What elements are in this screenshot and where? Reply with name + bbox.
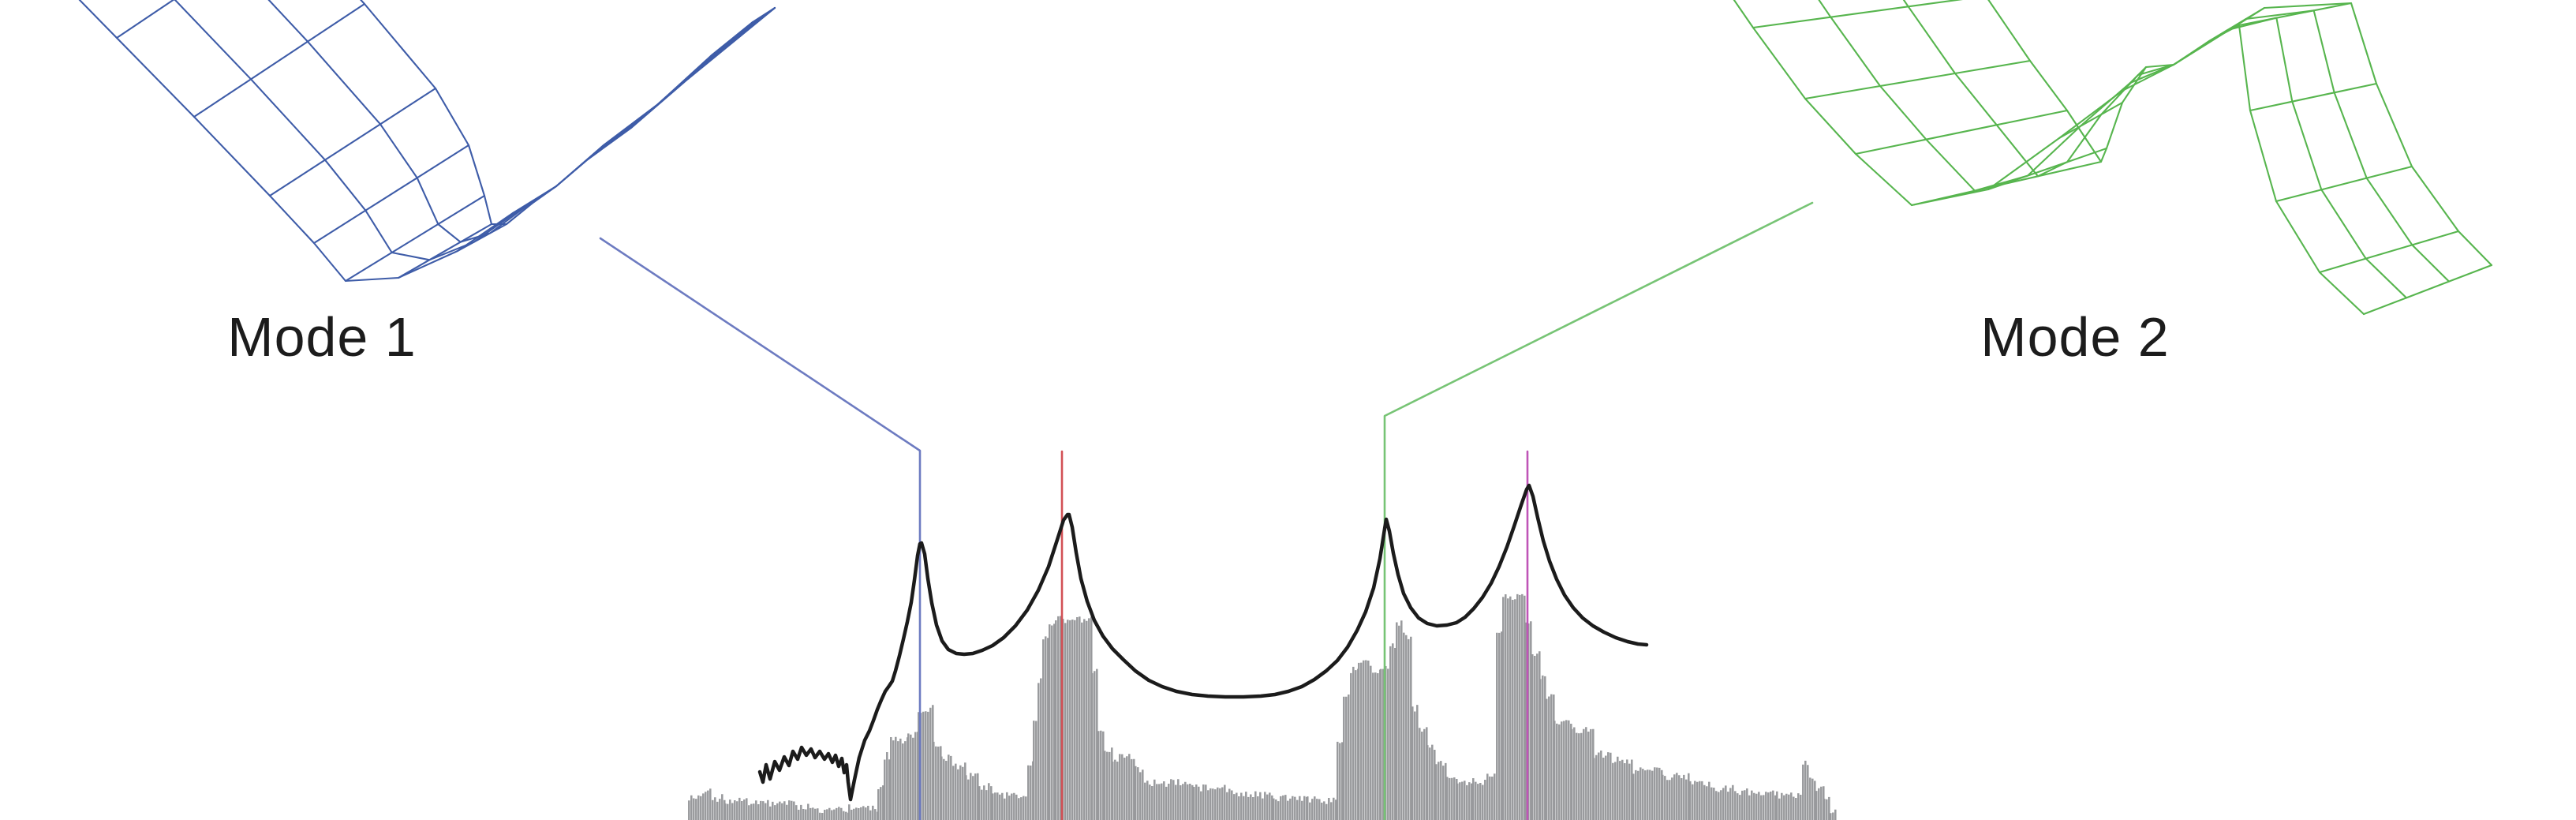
mode-2-label: Mode 2 (1980, 306, 2170, 368)
mode-2-frequency-line (1383, 201, 1814, 820)
mode-2-mesh (1733, 0, 2493, 316)
mode-1-mesh (78, 0, 776, 283)
mode-1-label: Mode 1 (227, 306, 417, 368)
spectrum-bars (688, 593, 1837, 820)
resonance-marker-lines (599, 201, 1814, 820)
frf-curve (757, 483, 1649, 802)
mode-1-frequency-line (599, 237, 922, 820)
